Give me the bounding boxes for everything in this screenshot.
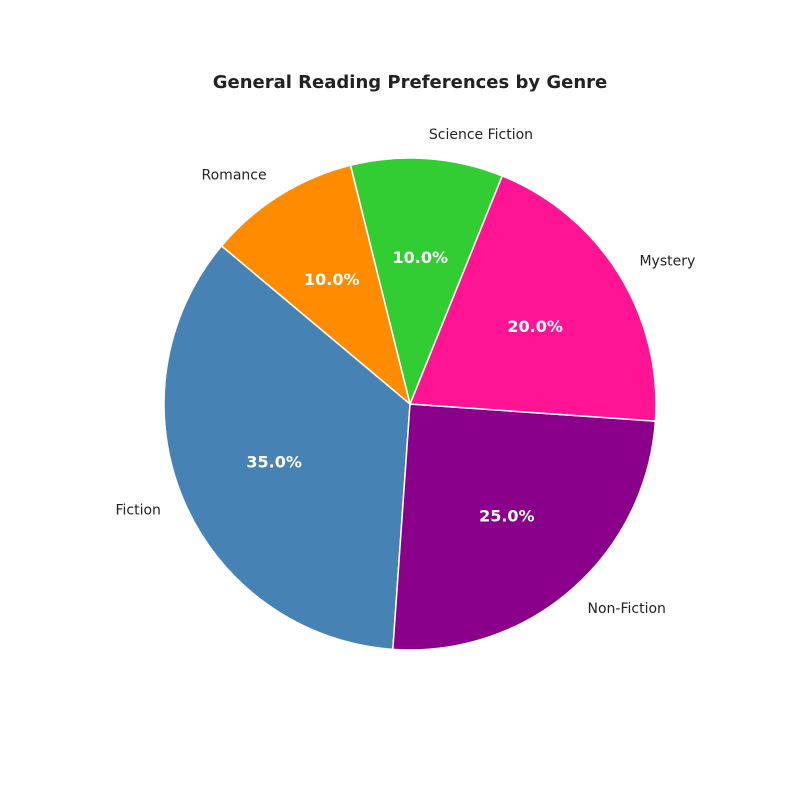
slice-percent-romance: 10.0% bbox=[304, 270, 360, 289]
slice-label-romance: Romance bbox=[202, 168, 267, 184]
slice-label-mystery: Mystery bbox=[639, 254, 695, 270]
slice-percent-science-fiction: 10.0% bbox=[393, 248, 449, 267]
pie-slice-romance bbox=[220, 164, 412, 407]
slice-percent-mystery: 20.0% bbox=[507, 317, 563, 336]
slice-label-science-fiction: Science Fiction bbox=[429, 127, 533, 143]
chart-title: General Reading Preferences by Genre bbox=[213, 72, 608, 93]
pie-slice-science-fiction bbox=[349, 157, 504, 407]
slice-percent-non-fiction: 25.0% bbox=[479, 506, 535, 525]
slices-layer bbox=[163, 157, 657, 651]
pie-slice-mystery bbox=[408, 174, 657, 422]
slice-percent-fiction: 35.0% bbox=[246, 453, 302, 472]
labels-layer: Fiction 35.0% Non-Fiction 25.0% Mystery 20.0%… bbox=[115, 127, 695, 617]
pie-slice-fiction bbox=[163, 244, 411, 651]
pie-slice-non-fiction bbox=[392, 403, 657, 651]
slice-label-fiction: Fiction bbox=[115, 503, 160, 519]
slice-label-non-fiction: Non-Fiction bbox=[588, 601, 666, 617]
